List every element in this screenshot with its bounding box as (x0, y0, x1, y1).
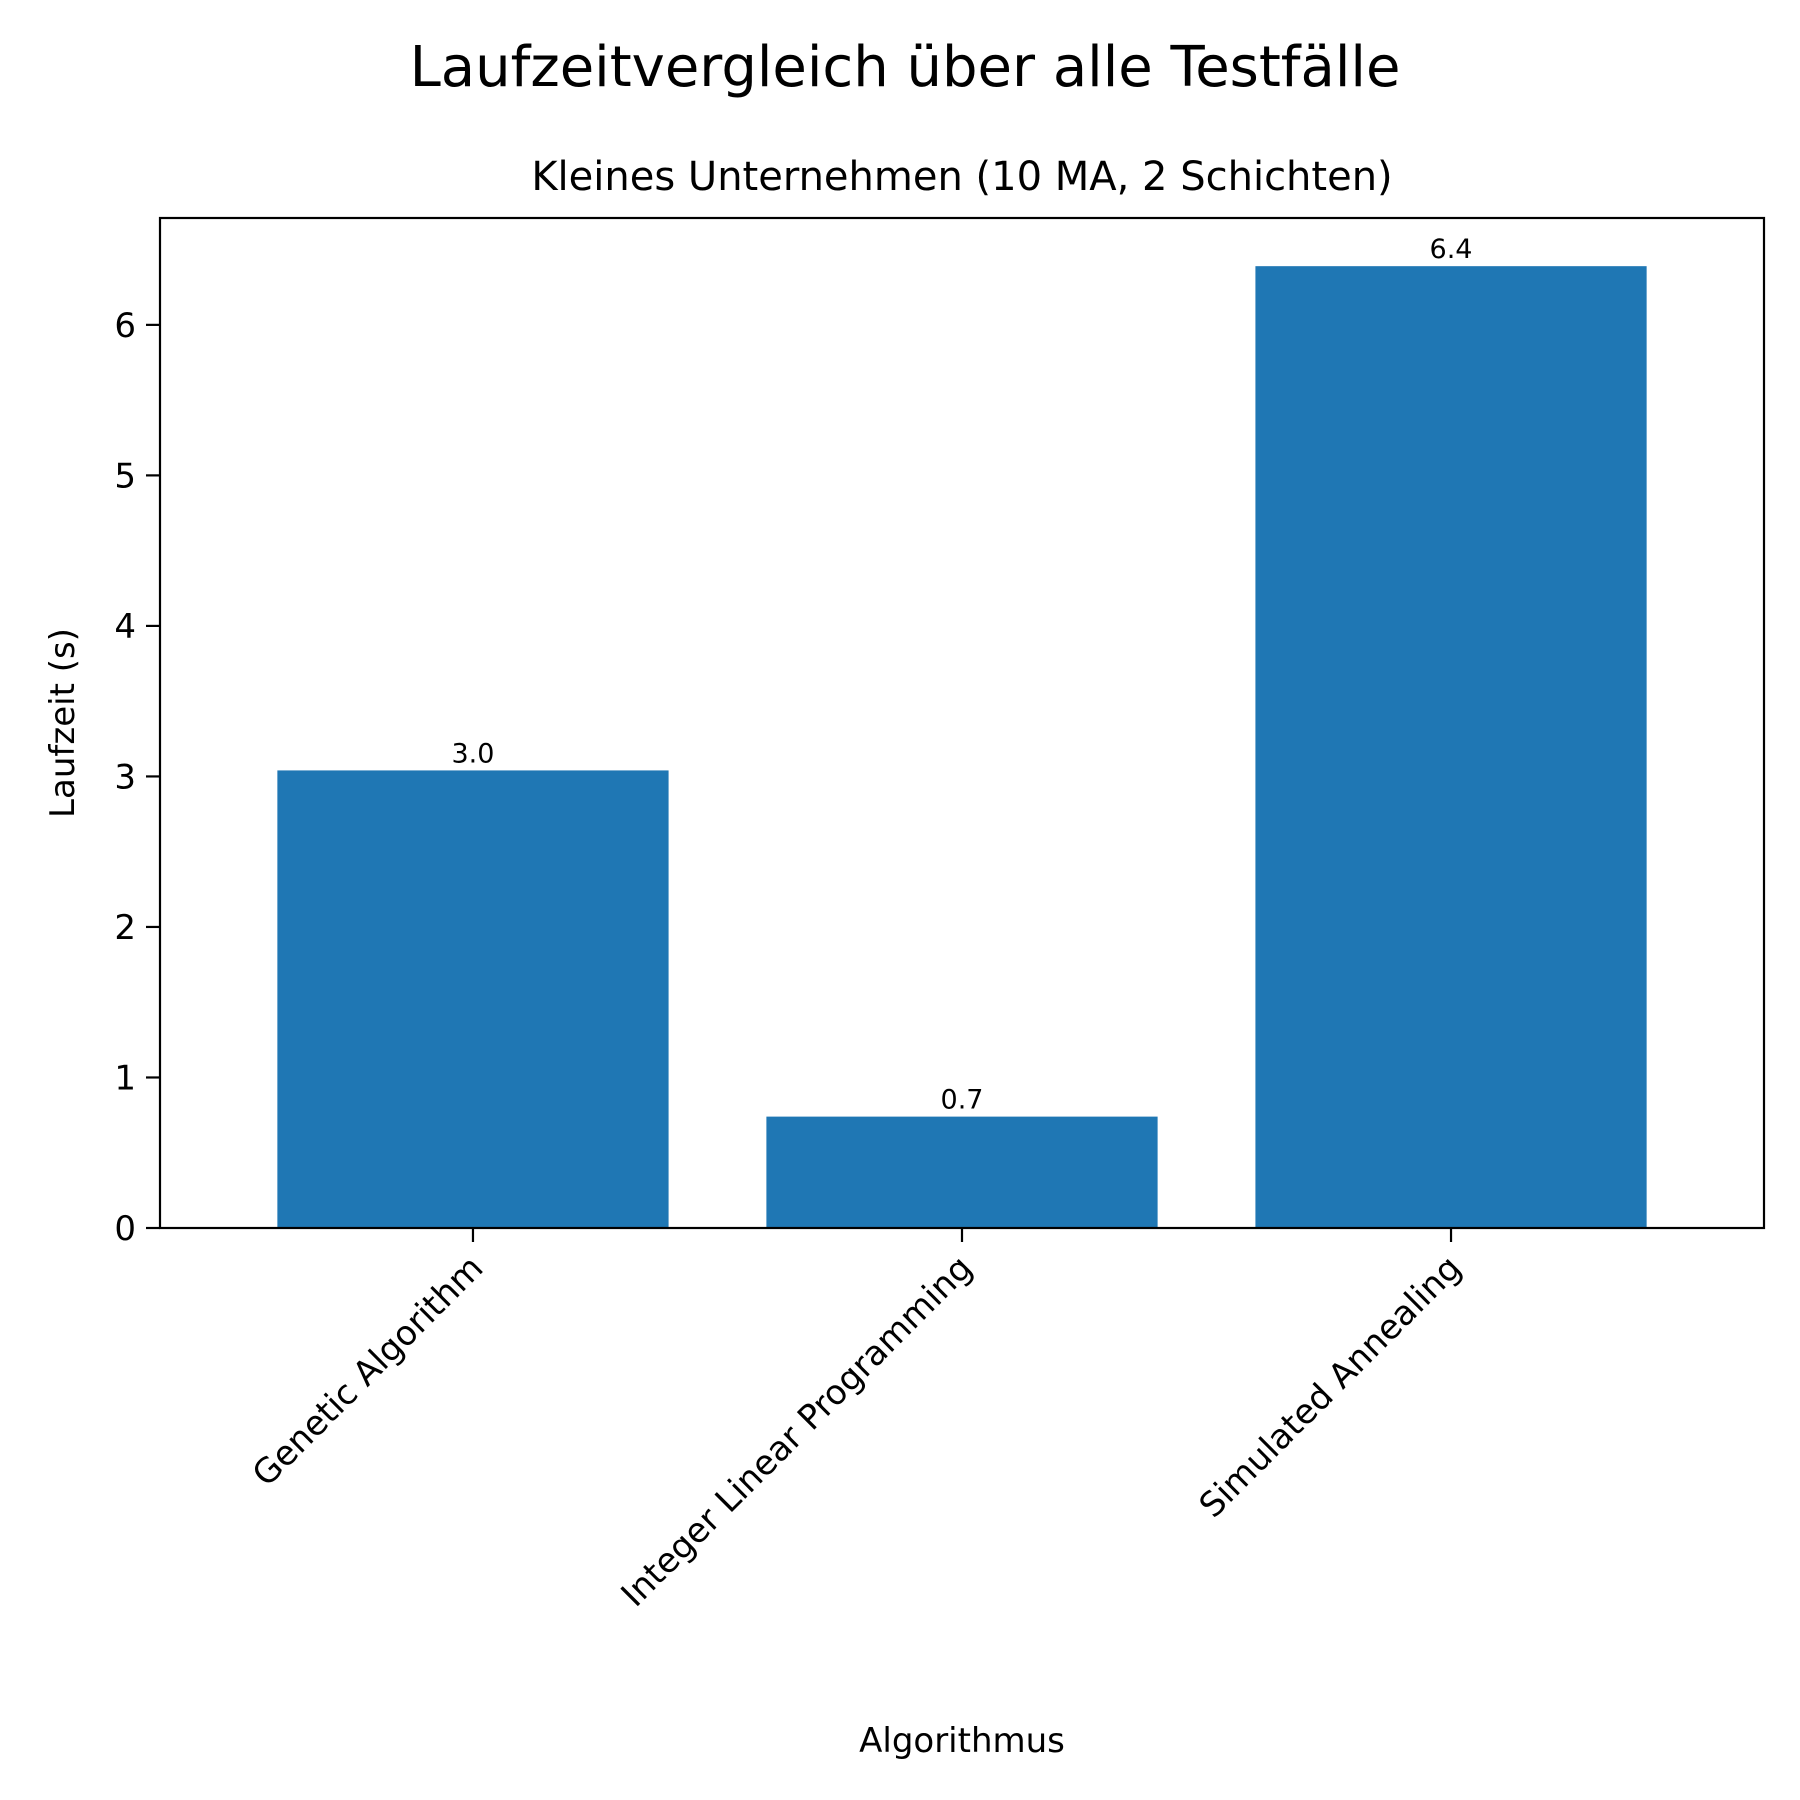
bar-value-label: 6.4 (1430, 234, 1473, 265)
bar-genetic-algorithm (277, 770, 669, 1228)
x-tick-label: Simulated Annealing (1192, 1248, 1470, 1526)
chart-title: Kleines Unternehmen (10 MA, 2 Schichten) (531, 154, 1392, 200)
y-tick-label: 4 (114, 607, 136, 647)
figure-title: Laufzeitvergleich über alle Testfälle (410, 35, 1401, 100)
plot-frame (158, 216, 1766, 1230)
y-axis-label: Laufzeit (s) (43, 628, 83, 818)
bar-value-label: 0.7 (941, 1085, 984, 1116)
x-tick-label: Genetic Algorithm (245, 1248, 491, 1494)
bar-simulated-annealing (1255, 266, 1647, 1229)
y-tick-label: 2 (114, 908, 136, 948)
y-tick-label: 5 (114, 456, 136, 496)
data-labels-group: 3.0 0.7 6.4 (451, 234, 1472, 1115)
x-axis: Genetic Algorithm Integer Linear Programm… (245, 1228, 1469, 1615)
x-tick-label: Integer Linear Programming (614, 1248, 981, 1615)
bar-integer-linear-programming (766, 1116, 1158, 1228)
bar-value-label: 3.0 (451, 738, 494, 769)
bars-group (277, 266, 1647, 1229)
x-axis-label: Algorithmus (859, 1721, 1065, 1761)
y-axis: 0 1 2 3 4 5 6 (114, 306, 160, 1249)
y-tick-label: 0 (114, 1209, 136, 1249)
y-tick-label: 3 (114, 757, 136, 797)
y-tick-label: 6 (114, 306, 136, 346)
y-tick-label: 1 (114, 1058, 136, 1098)
